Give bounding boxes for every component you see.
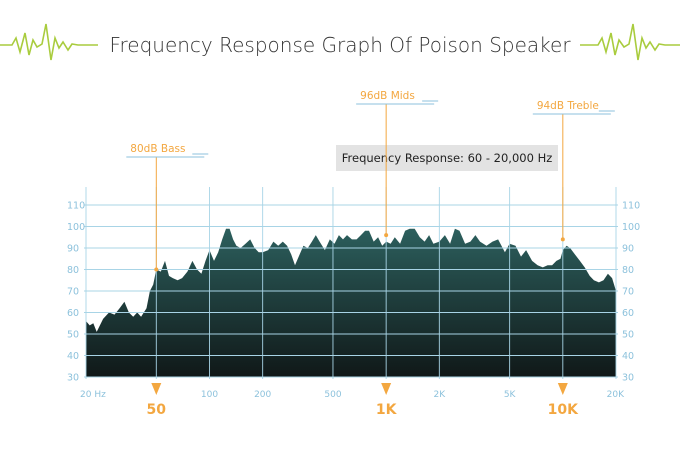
marker-triangle xyxy=(151,383,162,395)
y-tick-label-right: 50 xyxy=(622,330,634,341)
x-tick-label: 20K xyxy=(607,390,625,400)
annotation-label: 80dB Bass xyxy=(130,143,185,155)
marker-triangle xyxy=(381,383,392,395)
marker-triangle xyxy=(557,383,568,395)
left-waveform-icon xyxy=(0,23,98,61)
y-tick-label-left: 40 xyxy=(67,351,79,362)
y-tick-label-right: 100 xyxy=(622,222,640,233)
y-tick-label-left: 90 xyxy=(67,244,79,255)
response-area xyxy=(86,228,616,377)
annotation-label: 94dB Treble xyxy=(537,100,599,112)
y-tick-label-right: 110 xyxy=(622,201,640,212)
y-tick-label-right: 60 xyxy=(622,308,634,319)
chart-title: Frequency Response Graph Of Poison Speak… xyxy=(109,33,571,57)
marker-label: 50 xyxy=(147,402,167,418)
x-tick-label: 200 xyxy=(254,390,271,400)
y-tick-label-right: 70 xyxy=(622,287,634,298)
y-tick-label-left: 50 xyxy=(67,330,79,341)
annotation-label: 96dB Mids xyxy=(360,90,415,102)
subtitle-box xyxy=(336,145,558,171)
x-tick-label: 20 Hz xyxy=(80,390,106,400)
x-tick-label: 2K xyxy=(434,390,447,400)
marker-label: 1K xyxy=(376,402,398,418)
annotation-dot xyxy=(384,233,389,238)
y-tick-label-left: 70 xyxy=(67,287,79,298)
marker-label: 10K xyxy=(548,402,579,418)
x-tick-label: 100 xyxy=(201,390,218,400)
y-tick-label-right: 40 xyxy=(622,351,634,362)
x-tick-label: 500 xyxy=(324,390,341,400)
y-tick-label-left: 60 xyxy=(67,308,79,319)
y-tick-label-left: 100 xyxy=(67,222,85,233)
y-tick-label-right: 80 xyxy=(622,265,634,276)
y-tick-label-left: 80 xyxy=(67,265,79,276)
annotation-dot xyxy=(154,267,159,272)
annotation-dot xyxy=(560,237,565,242)
y-tick-label-right: 90 xyxy=(622,244,634,255)
right-waveform-icon xyxy=(580,23,680,61)
y-tick-label-left: 110 xyxy=(67,201,85,212)
chart-subtitle: Frequency Response: 60 - 20,000 Hz xyxy=(342,151,553,165)
x-tick-label: 5K xyxy=(504,390,517,400)
y-tick-label-left: 30 xyxy=(67,373,79,384)
y-tick-label-right: 30 xyxy=(622,373,634,384)
